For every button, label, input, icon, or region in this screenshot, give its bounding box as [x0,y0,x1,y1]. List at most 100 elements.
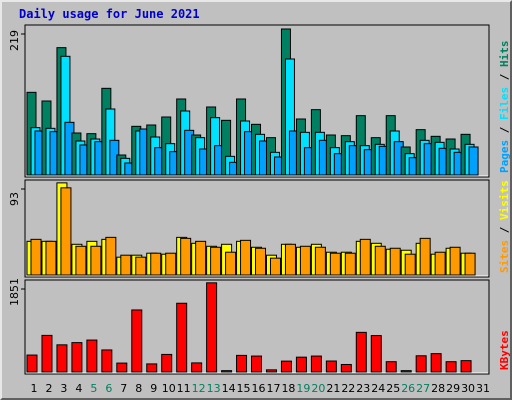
x-tick-label-day-23: 23 [356,382,370,395]
bar-sites-day-25 [389,247,401,276]
bar-kbytes-day-22 [340,363,352,373]
bar-sites-day-30 [464,252,476,276]
bar-sites-day-20 [314,246,326,276]
bar-sites-day-5 [90,245,102,276]
bar-kbytes-day-3 [56,344,68,373]
bar-pages-day-30 [468,146,479,176]
bar-sites-day-14 [225,251,237,276]
bar-kbytes-day-5 [86,339,98,373]
bar-kbytes-day-8 [131,309,143,373]
bar-sites-day-13 [210,246,222,276]
legend-separator: / [498,220,511,240]
x-tick-label-day-19: 19 [296,382,310,395]
legend-separator: / [498,67,511,87]
bar-sites-day-17 [269,257,281,276]
chart-title: Daily usage for June 2021 [19,7,200,21]
bar-sites-day-15 [240,239,252,276]
side-legend-visits-sites: Sites / Visits [498,180,511,273]
x-tick-label-day-7: 7 [120,382,127,395]
bar-kbytes-day-11 [176,302,188,373]
bar-kbytes-day-27 [415,355,427,373]
bar-kbytes-day-20 [310,355,322,373]
x-tick-label-day-4: 4 [75,382,82,395]
x-tick-label-day-15: 15 [237,382,251,395]
x-tick-label-day-26: 26 [401,382,415,395]
x-tick-label-day-24: 24 [371,382,385,395]
x-tick-label-day-25: 25 [386,382,400,395]
x-tick-label-day-13: 13 [207,382,221,395]
x-tick-label-day-2: 2 [45,382,52,395]
bar-kbytes-day-12 [191,362,203,373]
bar-sites-day-18 [284,243,296,276]
bar-sites-day-11 [180,237,192,276]
bar-kbytes-day-13 [206,282,218,373]
bar-kbytes-day-4 [71,342,83,373]
bar-kbytes-day-28 [430,353,442,373]
legend-hits: Hits [498,41,511,68]
x-tick-label-day-11: 11 [177,382,191,395]
bar-kbytes-day-6 [101,349,113,373]
x-tick-label-day-29: 29 [446,382,460,395]
bar-kbytes-day-1 [26,354,38,373]
x-tick-label-day-1: 1 [31,382,38,395]
legend-files: Files [498,87,511,120]
x-tick-label-day-17: 17 [266,382,280,395]
bar-sites-day-29 [449,246,461,276]
x-tick-label-day-14: 14 [222,382,236,395]
x-tick-label-day-30: 30 [461,382,475,395]
bar-kbytes-day-23 [355,331,367,373]
bar-sites-day-28 [434,251,446,276]
max-value-label-visits-sites: 93 [8,192,21,206]
bar-kbytes-day-18 [280,360,292,373]
x-tick-label-day-8: 8 [135,382,142,395]
bar-sites-day-21 [329,252,341,276]
bar-sites-day-22 [344,252,356,276]
bar-sites-day-3 [60,187,72,276]
bar-sites-day-1 [30,238,42,276]
x-tick-label-day-9: 9 [150,382,157,395]
x-tick-label-day-12: 12 [192,382,206,395]
bar-sites-day-19 [299,245,311,276]
bar-sites-day-27 [419,237,431,276]
bar-kbytes-day-21 [325,360,337,373]
bar-sites-day-12 [195,240,207,276]
legend-visits: Visits [498,180,511,220]
bar-kbytes-day-15 [236,354,248,373]
side-legend-hits-files-pages: Pages / Files / Hits [498,41,511,174]
bar-sites-day-26 [404,253,416,276]
bar-sites-day-10 [165,252,177,276]
max-value-label-hits-files-pages: 219 [8,30,21,51]
x-tick-label-day-21: 21 [326,382,340,395]
legend-kbytes: KBytes [498,330,511,370]
bar-kbytes-day-17 [265,369,277,373]
x-tick-label-day-28: 28 [431,382,445,395]
x-tick-label-day-31: 31 [476,382,490,395]
bar-kbytes-day-7 [116,362,128,373]
x-tick-label-day-6: 6 [105,382,112,395]
legend-pages: Pages [498,140,511,173]
bar-kbytes-day-29 [445,361,457,373]
x-tick-label-day-10: 10 [162,382,176,395]
legend-sites: Sites [498,240,511,273]
bar-sites-day-16 [255,247,267,276]
bar-kbytes-day-9 [146,363,158,373]
x-tick-label-day-16: 16 [252,382,266,395]
x-tick-label-day-27: 27 [416,382,430,395]
bar-kbytes-day-26 [400,370,412,373]
bar-sites-day-7 [120,254,132,276]
bar-sites-day-9 [150,252,162,276]
bar-sites-day-4 [75,245,87,276]
bar-kbytes-day-25 [385,361,397,373]
x-tick-label-day-18: 18 [281,382,295,395]
bar-sites-day-6 [105,236,117,276]
max-value-label-kbytes: 1851 [8,278,21,306]
side-legend-kbytes: KBytes [498,330,511,370]
bar-kbytes-day-24 [370,335,382,373]
bar-sites-day-8 [135,256,147,276]
bar-sites-day-2 [45,240,57,276]
bar-kbytes-day-14 [221,370,233,373]
x-tick-label-day-5: 5 [90,382,97,395]
bar-kbytes-day-19 [295,356,307,373]
